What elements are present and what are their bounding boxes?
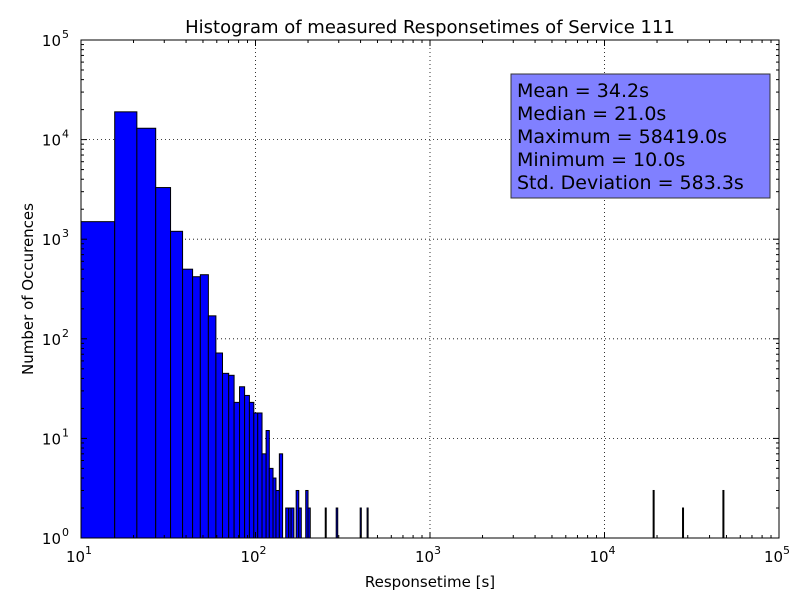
x-tick-label-base: 10 — [764, 548, 783, 566]
histogram-bar — [722, 489, 725, 539]
histogram-bar — [682, 507, 685, 539]
histogram-bar — [278, 453, 284, 539]
y-tick-label: 101 — [42, 426, 69, 448]
stats-maximum: Maximum = 58419.0s — [517, 126, 727, 148]
y-tick-label-exponent: 5 — [62, 28, 69, 41]
x-tick-label-exponent: 5 — [783, 544, 790, 557]
histogram-bar — [155, 187, 172, 539]
histogram-bar — [324, 507, 327, 539]
histogram-bar — [275, 489, 280, 539]
histogram-bar — [233, 401, 241, 539]
x-tick-label-exponent: 3 — [434, 544, 441, 557]
x-tick-label: 102 — [240, 544, 266, 566]
stats-median: Median = 21.0s — [517, 103, 666, 125]
x-tick-label-exponent: 2 — [260, 544, 267, 557]
histogram-bar — [228, 374, 235, 539]
stats-box: Mean = 34.2s Median = 21.0s Maximum = 58… — [510, 73, 771, 199]
y-tick-label: 103 — [42, 227, 69, 249]
histogram-bar — [359, 507, 362, 539]
y-tick-label: 102 — [42, 327, 69, 349]
stats-box-background — [510, 73, 771, 199]
histogram-bar — [192, 276, 201, 539]
histogram-bar — [298, 507, 302, 539]
x-tick-label: 104 — [589, 544, 615, 566]
y-tick-label-exponent: 2 — [62, 327, 69, 340]
histogram-bar — [248, 401, 255, 539]
y-tick-label-exponent: 4 — [62, 128, 69, 141]
histogram-bar — [257, 412, 263, 539]
histogram-bar — [170, 230, 184, 539]
histogram-bar — [268, 467, 274, 539]
histogram-bar — [239, 386, 246, 539]
histogram-bar — [182, 268, 194, 539]
histogram-bar — [652, 489, 655, 539]
y-tick-label-exponent: 3 — [62, 227, 69, 240]
x-tick-label-base: 10 — [66, 548, 85, 566]
histogram-bar — [222, 372, 230, 539]
x-tick-label-base: 10 — [240, 548, 259, 566]
stats-minimum: Minimum = 10.0s — [517, 149, 685, 171]
y-tick-label-base: 10 — [42, 530, 61, 548]
x-tick-label: 103 — [415, 544, 441, 566]
histogram-bar — [307, 507, 311, 539]
x-tick-label: 101 — [66, 544, 92, 566]
x-tick-label-exponent: 4 — [609, 544, 616, 557]
histogram-bar — [80, 221, 116, 539]
y-tick-label-base: 10 — [42, 430, 61, 448]
y-tick-label: 105 — [42, 28, 69, 50]
x-tick-label: 105 — [764, 544, 790, 566]
y-tick-label-base: 10 — [42, 32, 61, 50]
stats-mean: Mean = 34.2s — [517, 80, 649, 102]
histogram-bar — [366, 507, 369, 539]
histogram-bar — [253, 412, 259, 539]
x-axis-ticks: 101 102 103 104 105 — [66, 40, 790, 566]
stats-std-deviation: Std. Deviation = 583.3s — [517, 172, 744, 194]
y-tick-label-exponent: 1 — [62, 426, 69, 439]
histogram-bar — [261, 453, 267, 539]
x-tick-label-base: 10 — [589, 548, 608, 566]
histogram-bar — [215, 352, 224, 539]
y-tick-label-base: 10 — [42, 331, 61, 349]
y-axis-label: Number of Occurences — [19, 203, 37, 375]
y-tick-label-base: 10 — [42, 132, 61, 150]
histogram-bar — [244, 394, 250, 539]
x-axis-label: Responsetime [s] — [365, 573, 495, 591]
x-tick-label-base: 10 — [415, 548, 434, 566]
histogram-bar — [335, 507, 339, 539]
y-tick-label-exponent: 0 — [62, 526, 69, 539]
y-tick-label: 100 — [42, 526, 69, 548]
histogram-bar — [114, 111, 138, 539]
chart-title: Histogram of measured Responsetimes of S… — [185, 17, 675, 38]
y-tick-label-base: 10 — [42, 231, 61, 249]
histogram-bar — [290, 507, 295, 539]
x-tick-label-exponent: 1 — [85, 544, 92, 557]
histogram-bar — [207, 315, 217, 539]
histogram-bar — [136, 127, 157, 539]
histogram-bar — [199, 274, 209, 539]
y-tick-label: 104 — [42, 128, 69, 150]
